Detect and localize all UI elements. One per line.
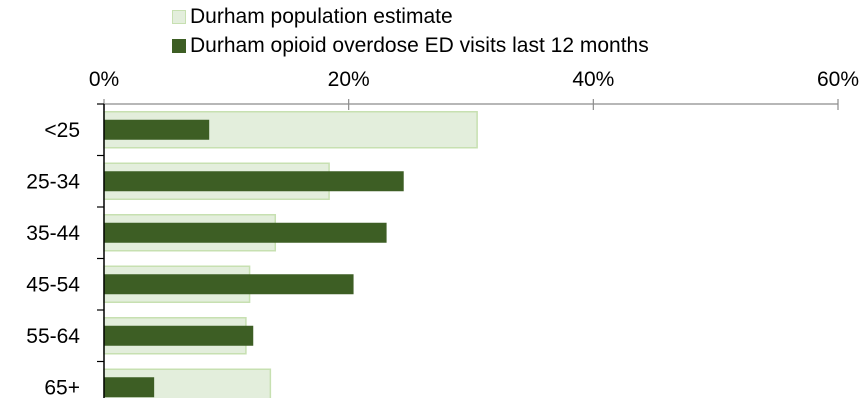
x-tick-label-2: 40% <box>572 68 614 91</box>
x-tick-label-1: 20% <box>328 68 370 91</box>
x-tick-label-0: 0% <box>89 68 119 91</box>
y-tick-label-5: 65+ <box>44 376 80 398</box>
x-tick-label-3: 60% <box>817 68 859 91</box>
legend: Durham population estimate Durham opioid… <box>172 2 649 60</box>
y-tick-label-4: 55-64 <box>26 325 80 348</box>
legend-label-ed-visits: Durham opioid overdose ED visits last 12… <box>190 33 649 57</box>
legend-swatch-ed-visits <box>172 38 186 53</box>
legend-item-population: Durham population estimate <box>172 2 649 31</box>
bar-ed-visits-0 <box>104 119 210 140</box>
bar-ed-visits-5 <box>104 377 155 398</box>
bar-ed-visits-4 <box>104 325 254 346</box>
legend-label-population: Durham population estimate <box>190 4 453 28</box>
y-tick-label-3: 45-54 <box>26 273 80 296</box>
legend-item-ed-visits: Durham opioid overdose ED visits last 12… <box>172 31 649 60</box>
y-tick-label-1: 25-34 <box>26 170 80 193</box>
bar-ed-visits-3 <box>104 274 354 295</box>
y-tick-label-0: <25 <box>44 119 80 142</box>
bar-ed-visits-2 <box>104 222 387 243</box>
bar-ed-visits-1 <box>104 171 404 192</box>
y-tick-label-2: 35-44 <box>26 222 80 245</box>
legend-swatch-population <box>172 9 186 24</box>
